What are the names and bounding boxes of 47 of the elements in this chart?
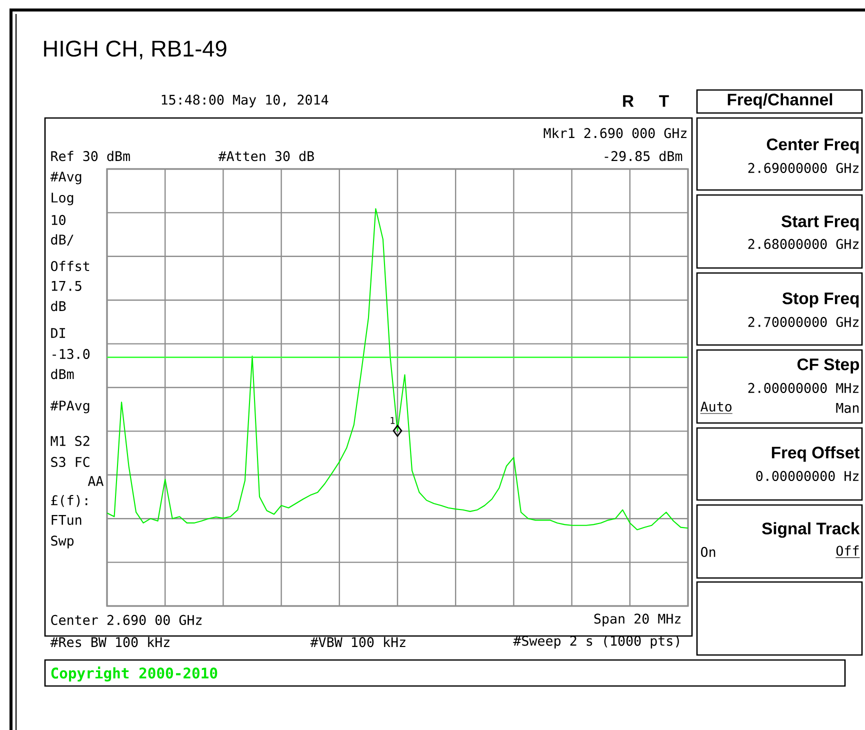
text: AA <box>88 476 104 486</box>
text: 17.5 <box>52 281 82 291</box>
text: Man <box>836 403 859 413</box>
text: dB <box>51 300 66 312</box>
text: Start Freq <box>782 215 859 231</box>
text: Log <box>52 192 74 206</box>
text: Center 2.690 00 GHz <box>51 614 202 626</box>
text: CF Step <box>797 358 860 374</box>
text: 2.69000000 GHz <box>748 162 858 174</box>
text: Auto <box>700 402 732 412</box>
text: #VBW 100 kHz <box>310 636 406 648</box>
text: 0.00000000 Hz <box>756 470 858 482</box>
text: -29.85 dBm <box>604 150 682 162</box>
text: R <box>623 95 634 107</box>
text: dB/ <box>51 234 74 246</box>
text: 2.68000000 GHz <box>748 238 858 250</box>
text: T <box>659 95 669 107</box>
text: On <box>701 546 716 558</box>
text: #Res BW 100 kHz <box>50 636 170 648</box>
text: 10 <box>52 214 66 226</box>
text: FTun <box>52 515 82 525</box>
text: 2.70000000 GHz <box>748 316 858 328</box>
text: Swp <box>51 536 74 548</box>
text: #Atten 30 dB <box>218 150 314 162</box>
text: Signal Track <box>762 522 860 538</box>
text: M1 S2 <box>50 436 90 446</box>
text: DI <box>51 328 66 338</box>
text: S3 FC <box>51 456 90 468</box>
text: Freq/Channel <box>728 93 832 109</box>
text: Offst <box>51 260 90 272</box>
text: #PAvg <box>50 400 90 414</box>
chart-title: HIGH CH, RB1-49 <box>44 40 226 60</box>
text: -13.0 <box>52 348 90 360</box>
text: dBm <box>51 368 74 380</box>
text: 15:48:00 May 10, 2014 <box>162 94 328 108</box>
text: #Avg <box>50 172 82 184</box>
text: Off <box>836 545 859 556</box>
text: Ref 30 dBm <box>51 150 130 162</box>
text: 2.00000000 MHz <box>748 382 858 394</box>
text: Stop Freq <box>782 292 859 308</box>
annotation: 1 <box>390 417 395 424</box>
text: Center Freq <box>766 138 859 154</box>
text: Span 20 MHz <box>594 614 680 626</box>
text: £(f): <box>51 495 88 507</box>
text: Mkr1 2.690 000 GHz <box>544 128 686 138</box>
text: Copyright 2000-2010 <box>51 666 218 682</box>
text: Freq Offset <box>772 446 860 462</box>
